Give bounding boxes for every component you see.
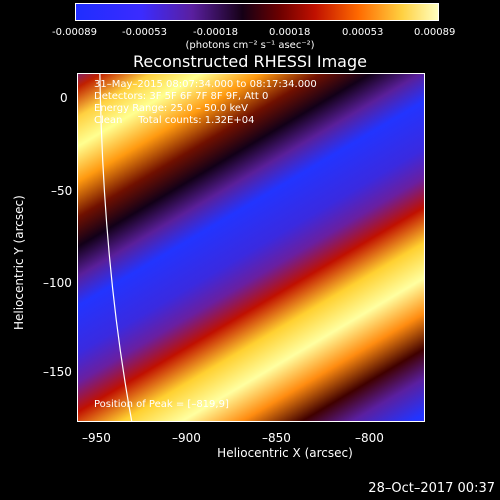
annotation-energy-range: Energy Range: 25.0 – 50.0 keV (94, 103, 248, 114)
y-tick-label: –50 (51, 184, 73, 198)
colorbar-tick: 0.00089 (414, 27, 456, 38)
x-axis-label: Heliocentric X (arcsec) (217, 446, 353, 460)
reconstructed-image (78, 74, 424, 421)
y-tick-label: –150 (43, 365, 72, 379)
annotation-peak-position: Position of Peak = [–819,9] (94, 399, 229, 410)
y-axis-label: Heliocentric Y (arcsec) (12, 195, 26, 330)
colorbar-unit: (photons cm⁻² s⁻¹ asec⁻²) (185, 40, 315, 51)
x-tick-label: –850 (262, 431, 291, 445)
colorbar-tick: -0.00053 (122, 27, 167, 38)
solar-limb-line (99, 74, 133, 421)
x-tick-label: –950 (82, 431, 111, 445)
x-tick-label: –800 (355, 431, 384, 445)
colorbar-tick: 0.00018 (269, 27, 311, 38)
colorbar-tick: 0.00053 (342, 27, 384, 38)
rhessi-image-plot: 31–May–2015 08:07:34.000 to 08:17:34.000… (77, 73, 425, 422)
colorbar-gradient (76, 4, 438, 20)
colorbar-tick: -0.00089 (52, 27, 97, 38)
generation-timestamp: 28–Oct–2017 00:37 (368, 481, 495, 496)
colorbar (75, 3, 439, 21)
annotation-detectors: Detectors: 3F 5F 6F 7F 8F 9F, Att 0 (94, 91, 269, 102)
annotation-time-range: 31–May–2015 08:07:34.000 to 08:17:34.000 (94, 79, 317, 90)
y-tick-label: 0 (60, 91, 68, 105)
annotation-method-counts: Clean Total counts: 1.32E+04 (94, 115, 255, 126)
x-tick-label: –900 (172, 431, 201, 445)
plot-title: Reconstructed RHESSI Image (133, 52, 367, 71)
y-tick-label: –100 (43, 276, 72, 290)
colorbar-tick: -0.00018 (193, 27, 238, 38)
